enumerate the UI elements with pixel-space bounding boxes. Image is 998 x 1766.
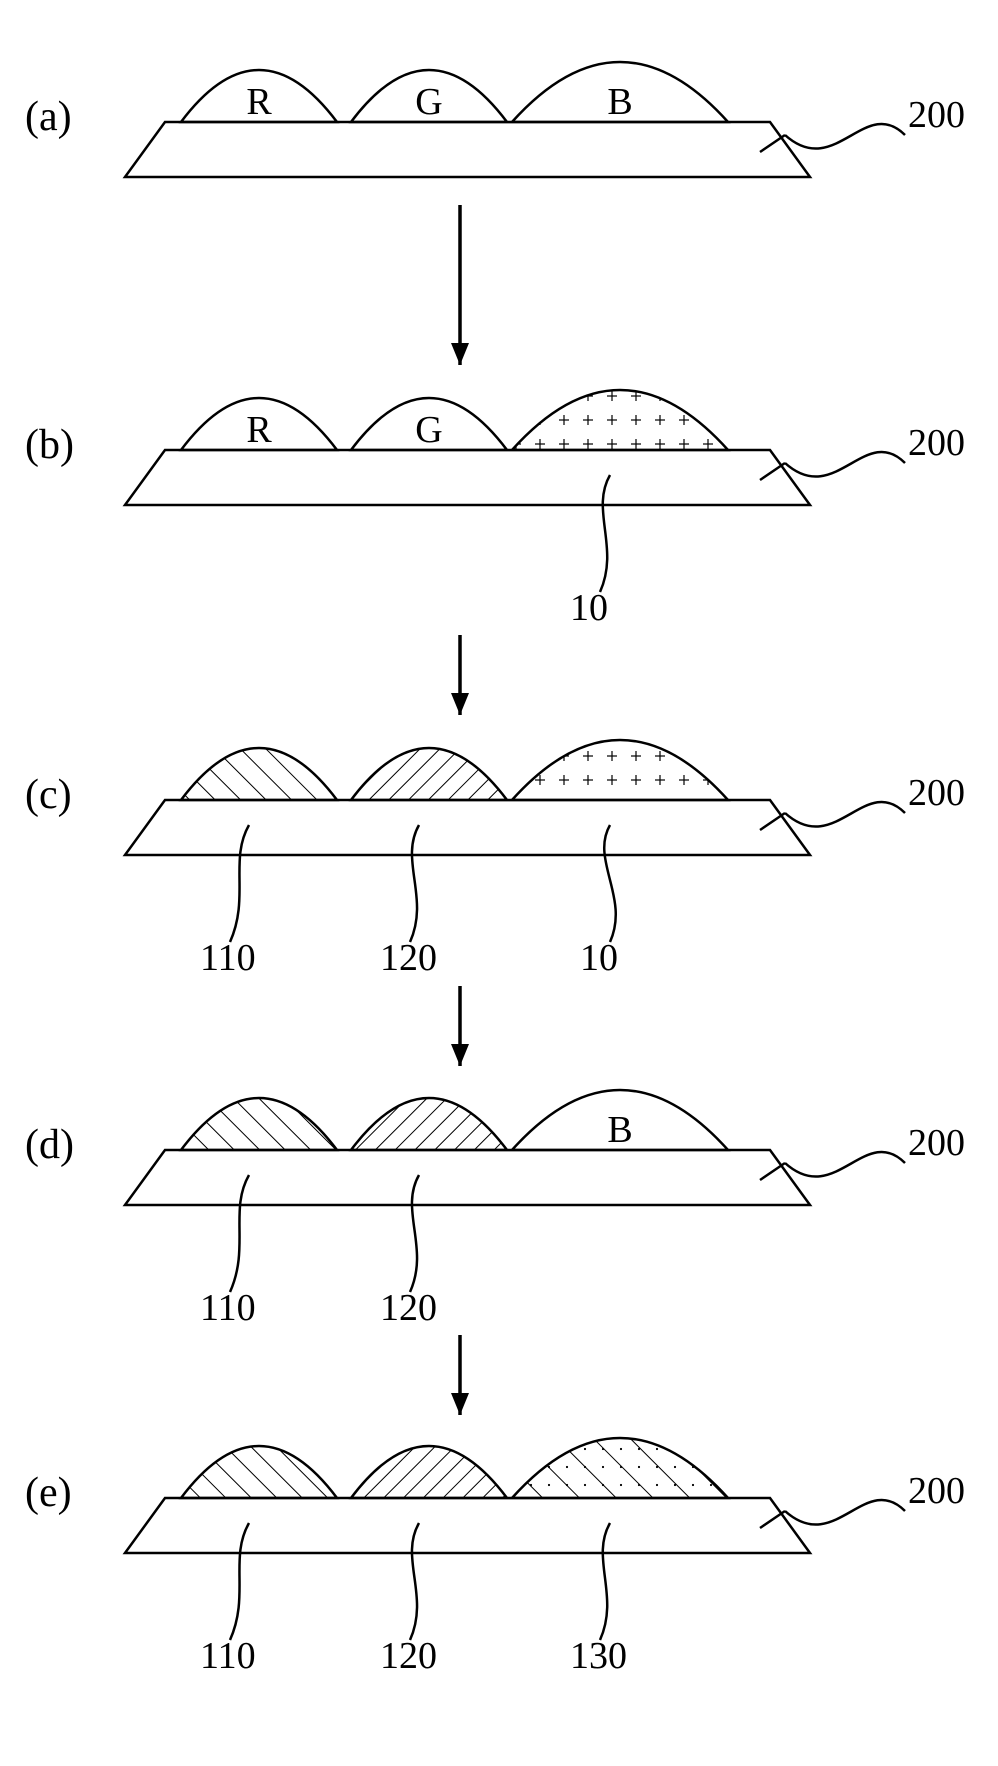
pixel-R (181, 1446, 337, 1498)
panel-b: (b) R G 200 10 (25, 390, 965, 629)
leader-120 (410, 825, 419, 942)
pixel-letter-G: G (415, 409, 442, 451)
leader-label-130: 130 (570, 1635, 627, 1677)
substrate (125, 1150, 810, 1205)
leader-110 (230, 825, 249, 942)
ref-leader (760, 1500, 905, 1528)
pixel-G: G (351, 398, 507, 451)
leader-110 (230, 1523, 249, 1640)
ref-label: 200 (908, 422, 965, 464)
ref-leader (760, 452, 905, 480)
panel-label: (e) (25, 1470, 72, 1516)
leader-120 (410, 1523, 419, 1640)
pixel-letter-R: R (246, 81, 272, 123)
leader-10 (604, 825, 616, 942)
leader-10 (600, 475, 610, 592)
ref-label: 200 (908, 94, 965, 136)
pixel-B: B (512, 62, 728, 123)
substrate (125, 122, 810, 177)
leader-label-10: 10 (580, 937, 618, 979)
substrate (125, 1498, 810, 1553)
pixel-R (181, 748, 337, 800)
pixel-B: B (512, 1090, 728, 1151)
substrate (125, 450, 810, 505)
ref-leader (760, 1152, 905, 1180)
pixel-letter-B: B (607, 1109, 632, 1151)
panel-e: (e) 200 110 120 130 (25, 1438, 965, 1677)
pixel-G (351, 1098, 507, 1150)
pixel-R: R (181, 70, 337, 123)
leader-130 (600, 1523, 610, 1640)
leader-label-110: 110 (200, 1635, 256, 1677)
pixel-B (512, 390, 728, 450)
ref-label: 200 (908, 772, 965, 814)
pixel-G: G (351, 70, 507, 123)
leader-label-110: 110 (200, 937, 256, 979)
pixel-letter-R: R (246, 409, 272, 451)
figure: (a) R G B 200 (b) R G 200 10 (c) 200 110 120 10 (d) B 200… (0, 0, 998, 1766)
pixel-letter-B: B (607, 81, 632, 123)
ref-leader (760, 124, 905, 152)
leader-label-120: 120 (380, 937, 437, 979)
pixel-G (351, 748, 507, 800)
ref-leader (760, 802, 905, 830)
pixel-R: R (181, 398, 337, 451)
panel-label: (b) (25, 422, 74, 468)
panel-label: (c) (25, 772, 72, 818)
ref-label: 200 (908, 1122, 965, 1164)
panel-c: (c) 200 110 120 10 (25, 740, 965, 979)
pixel-B (512, 740, 728, 800)
leader-label-120: 120 (380, 1287, 437, 1329)
pixel-B (512, 1438, 728, 1498)
pixel-G (351, 1446, 507, 1498)
leader-label-120: 120 (380, 1635, 437, 1677)
panel-label: (d) (25, 1122, 74, 1168)
leader-label-10: 10 (570, 587, 608, 629)
ref-label: 200 (908, 1470, 965, 1512)
pixel-letter-G: G (415, 81, 442, 123)
leader-120 (410, 1175, 419, 1292)
panel-d: (d) B 200 110 120 (25, 1090, 965, 1329)
leader-label-110: 110 (200, 1287, 256, 1329)
substrate (125, 800, 810, 855)
pixel-R (181, 1098, 337, 1150)
leader-110 (230, 1175, 249, 1292)
panel-label: (a) (25, 94, 72, 140)
panel-a: (a) R G B 200 (25, 62, 965, 177)
